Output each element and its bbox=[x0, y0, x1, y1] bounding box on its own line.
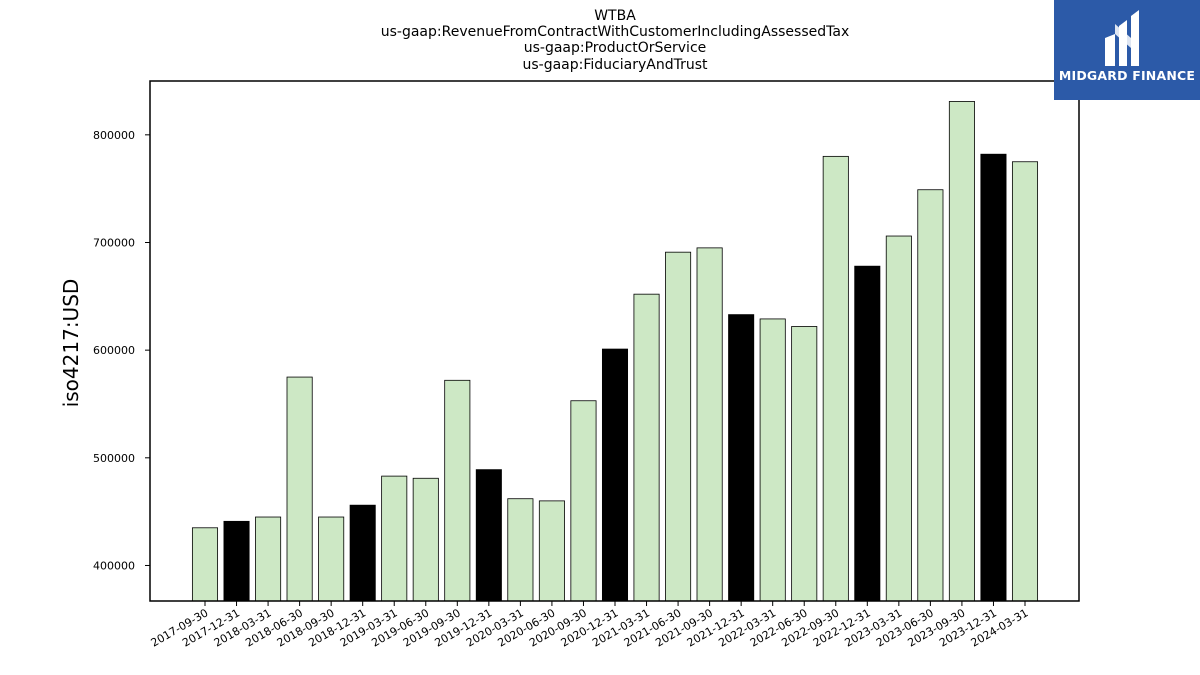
bar bbox=[286, 376, 313, 602]
chart-title-line: us-gaap:FiduciaryAndTrust bbox=[522, 57, 708, 73]
bar bbox=[475, 469, 502, 602]
bars-group bbox=[191, 101, 1039, 602]
bar bbox=[948, 101, 975, 602]
logo-text: MIDGARD FINANCE bbox=[1058, 68, 1196, 83]
chart-title-line: WTBA bbox=[594, 8, 636, 24]
bar bbox=[349, 504, 376, 602]
y-axis-label: iso4217:USD bbox=[59, 279, 83, 408]
bar bbox=[917, 189, 944, 602]
bar bbox=[1011, 161, 1039, 602]
bar bbox=[822, 155, 849, 602]
bar bbox=[444, 379, 471, 602]
chart-title: WTBA us-gaap:RevenueFromContractWithCust… bbox=[381, 8, 850, 73]
bar bbox=[412, 477, 439, 602]
y-tick-label: 800000 bbox=[93, 129, 135, 142]
midgard-m-icon bbox=[1105, 10, 1139, 66]
bar bbox=[633, 293, 660, 602]
logo: MIDGARD FINANCE bbox=[1054, 0, 1200, 100]
y-tick-label: 400000 bbox=[93, 559, 135, 572]
y-axis: 400000 500000 600000 700000 800000 bbox=[93, 129, 150, 572]
bar bbox=[696, 247, 723, 602]
bar bbox=[318, 516, 345, 602]
chart-title-line: us-gaap:ProductOrService bbox=[524, 40, 707, 56]
y-tick-label: 700000 bbox=[93, 236, 135, 249]
bar bbox=[538, 500, 565, 602]
bar bbox=[759, 318, 786, 602]
x-axis: 2017-09-302017-12-312018-03-312018-06-30… bbox=[149, 601, 1031, 650]
bar bbox=[601, 348, 629, 602]
y-tick-label: 600000 bbox=[93, 344, 135, 357]
bar bbox=[665, 251, 692, 602]
bar bbox=[980, 153, 1007, 602]
bar bbox=[255, 516, 282, 602]
bar bbox=[191, 527, 219, 602]
bar bbox=[885, 235, 912, 602]
bar bbox=[507, 498, 534, 602]
bar bbox=[570, 400, 597, 602]
y-tick-label: 500000 bbox=[93, 452, 135, 465]
bar bbox=[223, 520, 250, 602]
chart-title-line: us-gaap:RevenueFromContractWithCustomerI… bbox=[381, 24, 850, 40]
bar bbox=[854, 265, 881, 602]
plot-frame bbox=[149, 80, 1080, 602]
bar bbox=[728, 314, 755, 602]
bar bbox=[791, 326, 818, 602]
bar bbox=[381, 475, 408, 602]
